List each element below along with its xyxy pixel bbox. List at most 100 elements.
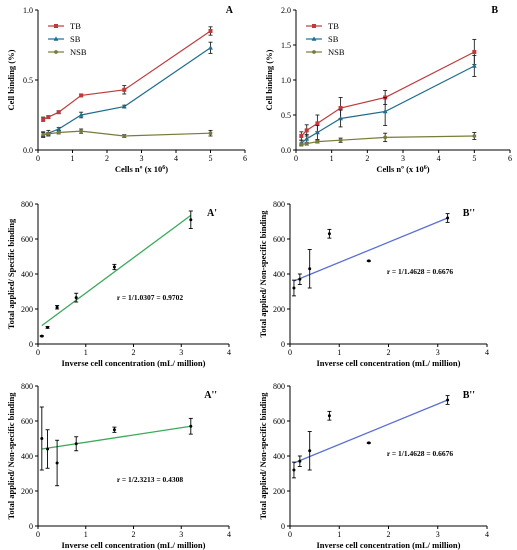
data-point bbox=[189, 218, 193, 222]
x-tick-label: 3 bbox=[436, 530, 440, 539]
x-tick-label: 2 bbox=[132, 348, 136, 357]
y-tick-label: 0 bbox=[29, 340, 33, 349]
x-tick-label: 3 bbox=[401, 154, 405, 163]
x-tick-label: 0 bbox=[288, 530, 292, 539]
data-point bbox=[472, 50, 477, 54]
y-tick-label: 1.0 bbox=[23, 6, 33, 15]
series-line-sb bbox=[300, 65, 475, 144]
y-tick-label: 800 bbox=[273, 382, 285, 391]
x-axis-label-sup: 6 bbox=[162, 165, 165, 171]
legend-label: TB bbox=[328, 21, 339, 31]
data-point bbox=[298, 459, 302, 463]
panel-label: B'' bbox=[463, 208, 475, 219]
data-point bbox=[315, 121, 320, 126]
fit-line bbox=[41, 214, 192, 327]
x-tick-label: 4 bbox=[485, 348, 489, 357]
y-tick-label: 600 bbox=[21, 235, 33, 244]
x-tick-label: 4 bbox=[437, 154, 441, 163]
data-point bbox=[208, 29, 213, 33]
y-axis-label: Total applied/ Specific binding bbox=[6, 218, 16, 329]
y-axis-label: Total applied/ Non-specific binding bbox=[6, 392, 16, 520]
series-line-tb bbox=[42, 30, 211, 120]
data-point bbox=[78, 112, 84, 117]
x-axis-label-main: Cells nº (x 10 bbox=[376, 164, 423, 174]
x-tick-label: 2 bbox=[387, 348, 391, 357]
fit-annotation: r = 1/2.3213 = 0.4308 bbox=[117, 475, 184, 484]
data-point bbox=[46, 115, 51, 120]
y-axis-label: Cell binding (%) bbox=[264, 49, 274, 110]
data-point bbox=[308, 267, 312, 271]
y-tick-label: 600 bbox=[21, 417, 33, 426]
data-point bbox=[79, 93, 84, 98]
x-tick-label: 0 bbox=[288, 348, 292, 357]
panel-label: A' bbox=[207, 208, 217, 219]
y-tick-label: 200 bbox=[21, 487, 33, 496]
legend-marker bbox=[312, 24, 316, 28]
x-tick-label: 6 bbox=[243, 154, 247, 163]
y-axis-label: Cell binding (%) bbox=[6, 49, 16, 110]
data-point bbox=[74, 296, 78, 300]
data-point bbox=[367, 259, 371, 263]
x-tick-label: 3 bbox=[140, 154, 144, 163]
y-tick-label: 0 bbox=[281, 522, 285, 531]
y-tick-label: 600 bbox=[273, 235, 285, 244]
data-point bbox=[315, 139, 320, 144]
chart-panel-4: 0 1 2 3 4 0 200 400 600 800 Inverse cell concentra… bbox=[6, 382, 231, 550]
y-tick-label: 400 bbox=[21, 270, 33, 279]
fit-annotation: r = 1/1.0307 = 0.9702 bbox=[117, 293, 184, 302]
data-point bbox=[46, 132, 51, 136]
x-axis-label-end: ) bbox=[427, 164, 430, 174]
legend-label: NSB bbox=[70, 47, 87, 57]
data-point bbox=[55, 461, 59, 465]
x-tick-label: 5 bbox=[472, 154, 476, 163]
data-point bbox=[46, 447, 50, 451]
x-tick-label: 1 bbox=[330, 154, 334, 163]
x-axis-label-end: ) bbox=[165, 164, 168, 174]
x-tick-label: 0 bbox=[36, 530, 40, 539]
chart-panel-3: 0 1 2 3 4 0 200 400 600 800 Inverse cell concentra… bbox=[258, 200, 489, 368]
fit-annotation: r = 1/1.4628 = 0.6676 bbox=[387, 449, 454, 458]
data-point bbox=[327, 232, 331, 236]
data-point bbox=[41, 132, 46, 137]
data-point bbox=[122, 134, 127, 138]
x-tick-label: 1 bbox=[84, 530, 88, 539]
data-point bbox=[304, 136, 310, 141]
x-tick-label: 2 bbox=[105, 154, 109, 163]
data-point bbox=[338, 106, 343, 110]
x-tick-label: 0 bbox=[36, 348, 40, 357]
y-axis-label: Total applied/ Non-specific binding bbox=[258, 210, 268, 338]
y-tick-label: 1.5 bbox=[281, 41, 291, 50]
data-point bbox=[299, 142, 304, 147]
data-point bbox=[112, 265, 116, 269]
y-tick-label: 1.0 bbox=[281, 76, 291, 85]
data-point bbox=[472, 134, 477, 138]
x-tick-label: 0 bbox=[294, 154, 298, 163]
x-tick-label: 2 bbox=[387, 530, 391, 539]
data-point bbox=[304, 141, 309, 146]
data-point bbox=[446, 398, 450, 402]
legend-label: NSB bbox=[328, 47, 345, 57]
chart-panel-5: 0 1 2 3 4 0 200 400 600 800 Inverse cell concentra… bbox=[258, 382, 489, 550]
x-tick-label: 4 bbox=[227, 530, 231, 539]
x-tick-label: 1 bbox=[337, 530, 341, 539]
x-tick-label: 1 bbox=[337, 348, 341, 357]
x-tick-label: 4 bbox=[174, 154, 178, 163]
legend-marker bbox=[312, 50, 316, 54]
data-point bbox=[471, 63, 477, 68]
data-point bbox=[121, 104, 127, 109]
data-point bbox=[315, 129, 320, 135]
y-tick-label: 400 bbox=[21, 452, 33, 461]
x-tick-label: 2 bbox=[365, 154, 369, 163]
fit-line bbox=[293, 217, 448, 282]
data-point bbox=[446, 216, 450, 220]
legend-marker bbox=[311, 36, 317, 41]
x-axis-label: Cells nº (x 106) bbox=[376, 164, 429, 174]
x-axis-label: Inverse cell concentration (mL/ million) bbox=[61, 540, 205, 550]
y-tick-label: 2.0 bbox=[281, 6, 291, 15]
data-point bbox=[298, 277, 302, 281]
data-point bbox=[122, 87, 127, 92]
fit-line bbox=[41, 425, 191, 450]
y-tick-label: 200 bbox=[273, 305, 285, 314]
